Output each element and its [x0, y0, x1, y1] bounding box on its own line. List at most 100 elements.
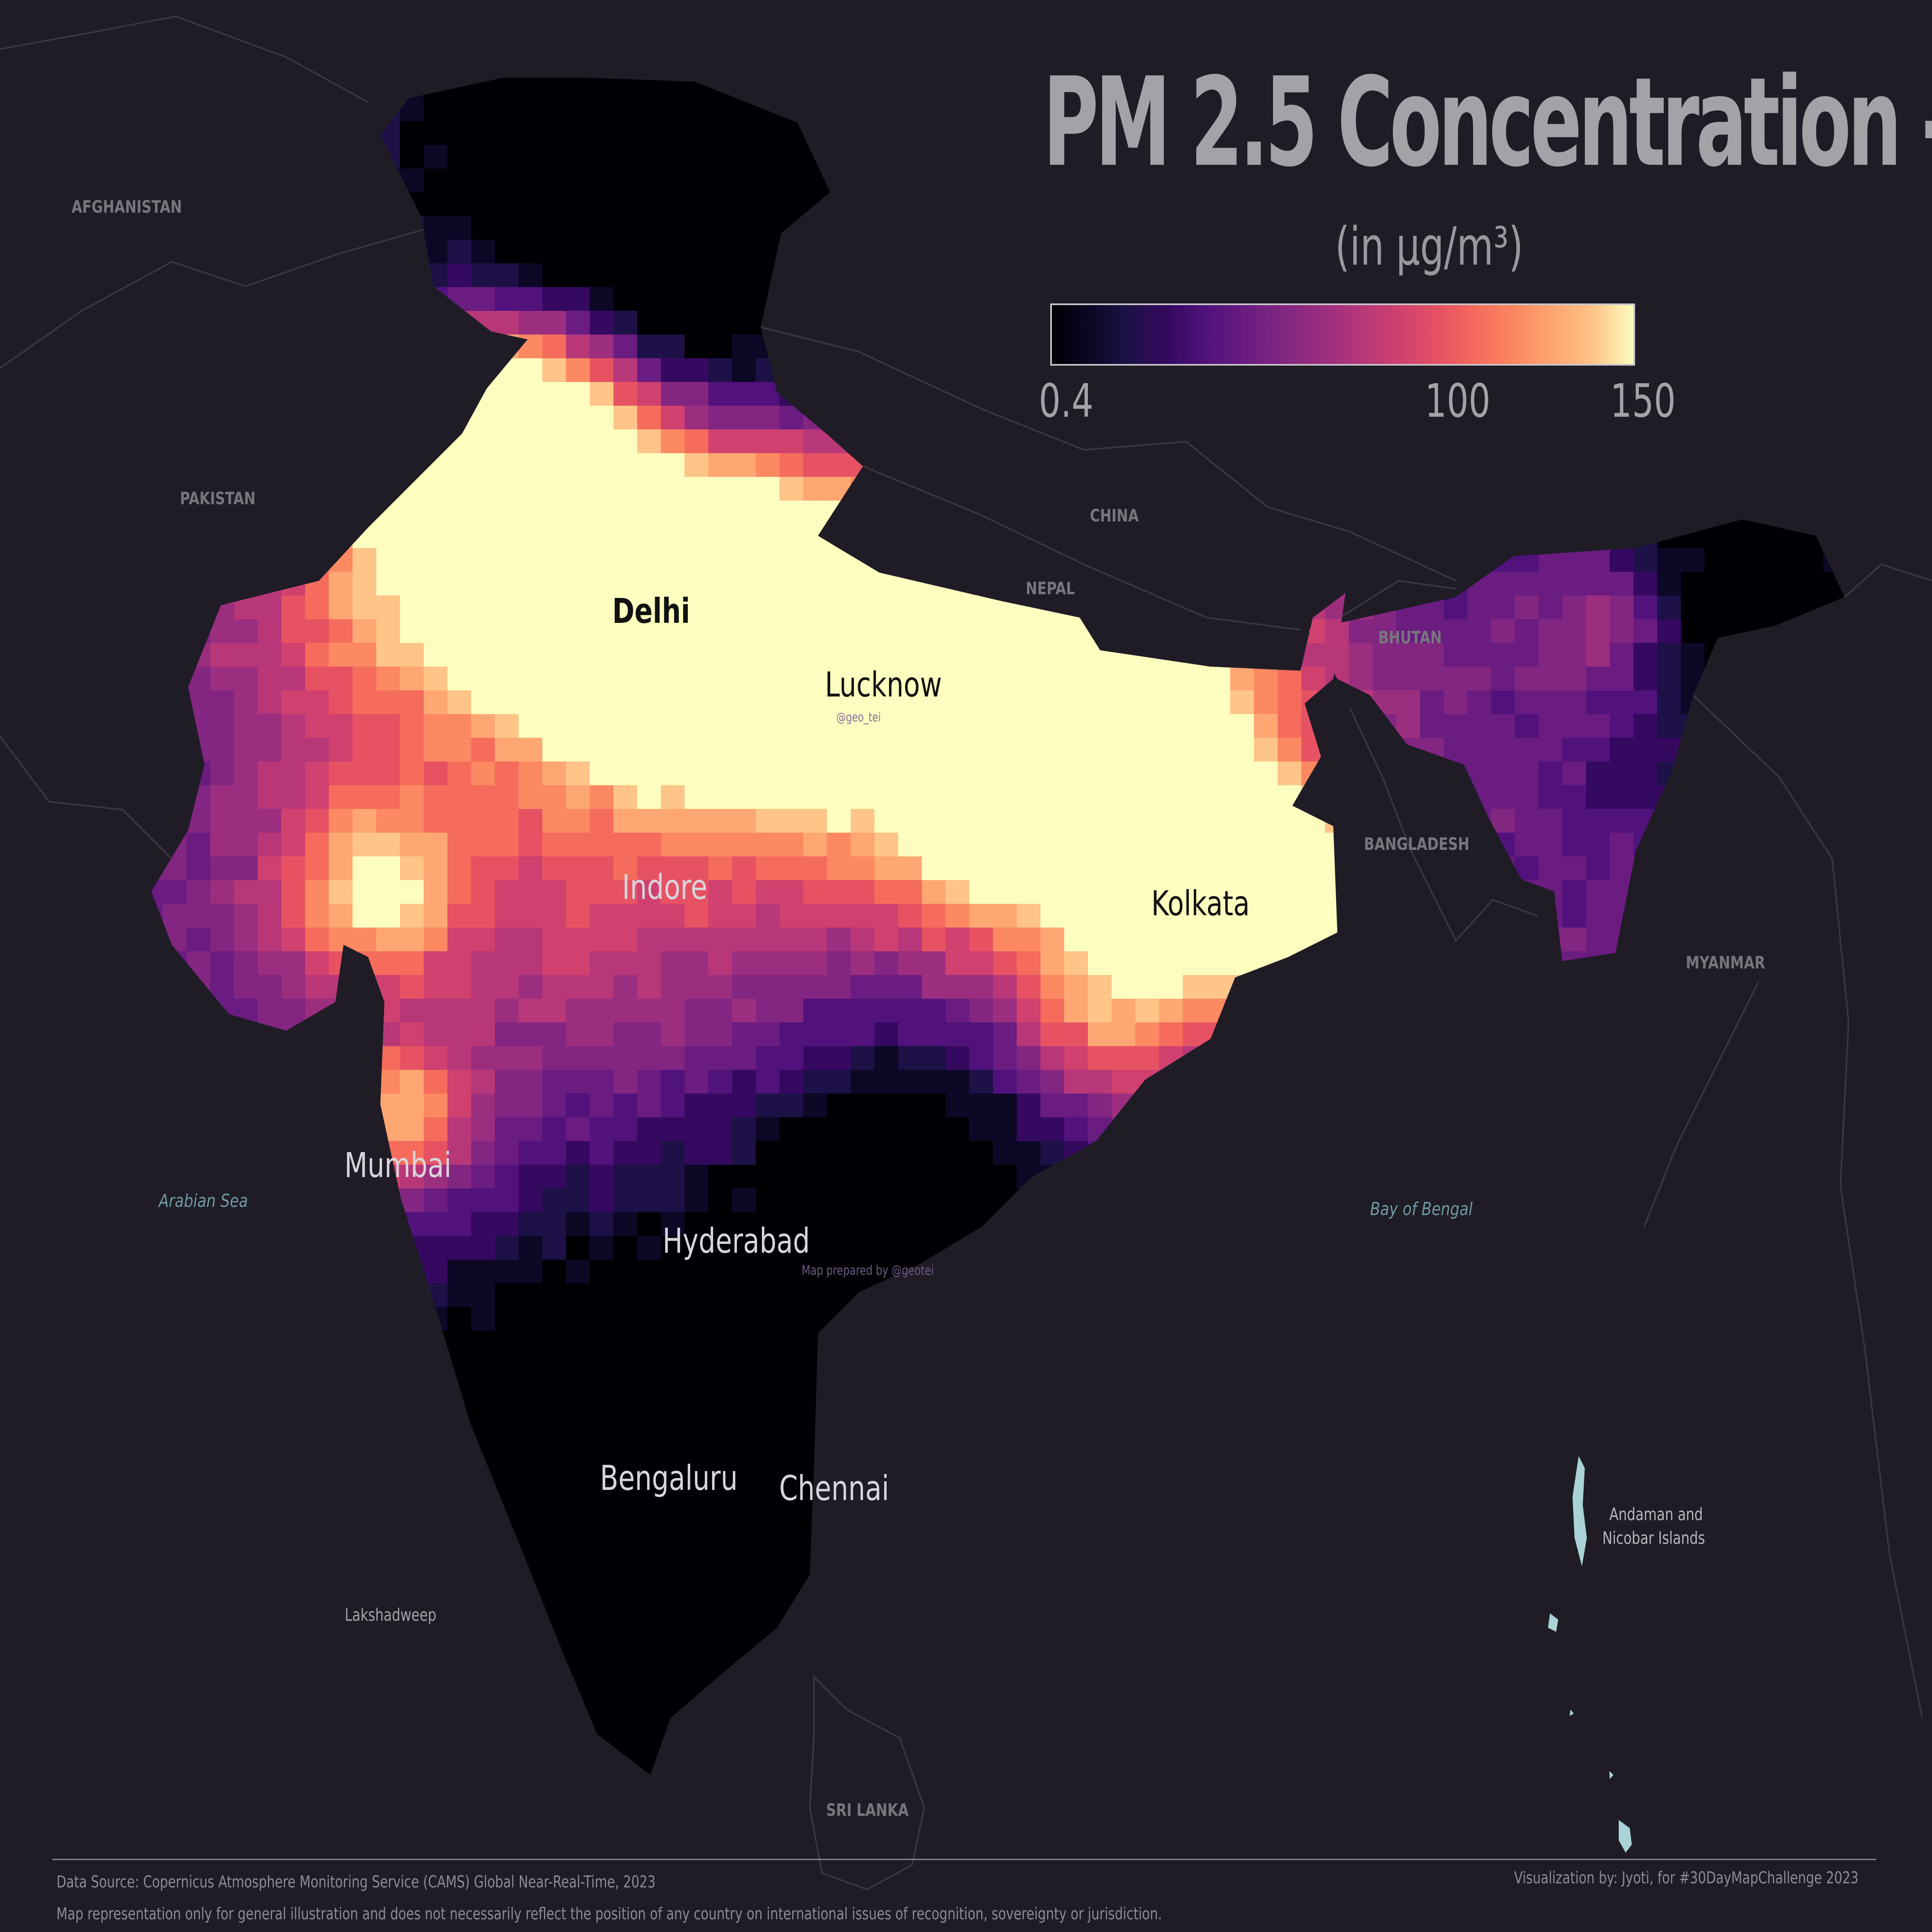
raster-cell — [1539, 406, 1563, 430]
raster-cell — [1610, 1188, 1634, 1213]
raster-cell — [495, 1283, 519, 1307]
raster-cell — [993, 429, 1017, 454]
raster-cell — [590, 477, 614, 501]
raster-cell — [898, 1592, 922, 1616]
raster-cell — [685, 809, 709, 833]
raster-cell — [1183, 1117, 1207, 1141]
raster-cell — [1847, 548, 1871, 572]
raster-cell — [756, 216, 780, 240]
raster-cell — [1539, 762, 1563, 786]
raster-cell — [400, 1212, 424, 1236]
raster-cell — [1752, 501, 1776, 525]
raster-cell — [353, 145, 377, 169]
raster-cell — [447, 1355, 472, 1379]
raster-cell — [590, 429, 614, 454]
raster-cell — [400, 595, 424, 620]
raster-cell — [1349, 1188, 1373, 1213]
raster-cell — [1681, 1402, 1705, 1426]
raster-cell — [1823, 1568, 1844, 1592]
raster-cell — [661, 1497, 685, 1521]
raster-cell — [1705, 667, 1729, 691]
raster-cell — [1230, 192, 1254, 216]
raster-cell — [281, 192, 306, 216]
raster-cell — [376, 1639, 400, 1663]
raster-cell — [613, 928, 638, 952]
raster-cell — [1420, 429, 1444, 454]
raster-cell — [519, 192, 543, 216]
raster-cell — [447, 145, 472, 169]
raster-cell — [1444, 690, 1468, 714]
raster-cell — [1017, 1426, 1041, 1450]
raster-cell — [803, 856, 827, 881]
raster-cell — [1539, 1402, 1563, 1426]
raster-cell — [661, 287, 685, 311]
raster-cell — [613, 524, 638, 548]
raster-cell — [471, 1521, 495, 1545]
raster-cell — [661, 809, 685, 833]
raster-cell — [495, 690, 519, 714]
raster-cell — [637, 311, 661, 335]
raster-cell — [1159, 216, 1183, 240]
raster-cell — [685, 78, 709, 98]
raster-cell — [946, 667, 970, 691]
raster-cell — [1088, 880, 1112, 904]
raster-cell — [827, 1402, 851, 1426]
raster-cell — [1230, 382, 1254, 406]
raster-cell — [447, 548, 472, 572]
raster-cell — [1515, 951, 1539, 975]
raster-cell — [163, 358, 187, 382]
raster-cell — [186, 1283, 211, 1307]
raster-cell — [281, 1355, 306, 1379]
raster-cell — [1040, 951, 1065, 975]
raster-cell — [922, 762, 946, 786]
raster-cell — [519, 548, 543, 572]
raster-cell — [756, 1568, 780, 1592]
raster-cell — [1017, 1521, 1041, 1545]
raster-cell — [1633, 240, 1658, 264]
raster-cell — [661, 524, 685, 548]
raster-cell — [780, 690, 804, 714]
raster-cell — [993, 1283, 1017, 1307]
raster-cell — [1420, 1426, 1444, 1450]
raster-cell — [732, 501, 756, 525]
raster-cell — [756, 1426, 780, 1450]
raster-cell — [1135, 856, 1159, 881]
raster-cell — [1776, 1615, 1800, 1640]
raster-cell — [400, 263, 424, 288]
raster-cell — [258, 1260, 282, 1284]
raster-cell — [993, 1046, 1017, 1070]
raster-cell — [1633, 999, 1658, 1023]
raster-cell — [851, 1260, 875, 1284]
raster-cell — [1539, 880, 1563, 904]
raster-cell — [803, 690, 827, 714]
raster-cell — [685, 1022, 709, 1047]
raster-cell — [590, 1497, 614, 1521]
raster-cell — [1799, 1331, 1824, 1355]
raster-cell — [1017, 1497, 1041, 1521]
raster-cell — [424, 1663, 448, 1687]
raster-cell — [1799, 999, 1824, 1023]
raster-cell — [519, 572, 543, 596]
raster-cell — [708, 619, 732, 643]
raster-cell — [1610, 1260, 1634, 1284]
raster-cell — [803, 1307, 827, 1331]
raster-cell — [281, 928, 306, 952]
raster-cell — [424, 762, 448, 786]
raster-cell — [305, 501, 329, 525]
raster-cell — [1017, 928, 1041, 952]
raster-cell — [376, 168, 400, 193]
raster-cell — [234, 856, 258, 881]
raster-cell — [566, 1473, 590, 1497]
raster-cell — [1349, 999, 1373, 1023]
raster-cell — [163, 145, 187, 169]
raster-cell — [1681, 785, 1705, 809]
raster-cell — [1135, 1449, 1159, 1474]
raster-cell — [1230, 1473, 1254, 1497]
raster-cell — [1728, 785, 1752, 809]
raster-cell — [1539, 785, 1563, 809]
raster-cell — [1112, 667, 1136, 691]
raster-cell — [1278, 1283, 1302, 1307]
raster-cell — [1562, 762, 1586, 786]
raster-cell — [447, 738, 472, 762]
raster-cell — [1633, 501, 1658, 525]
